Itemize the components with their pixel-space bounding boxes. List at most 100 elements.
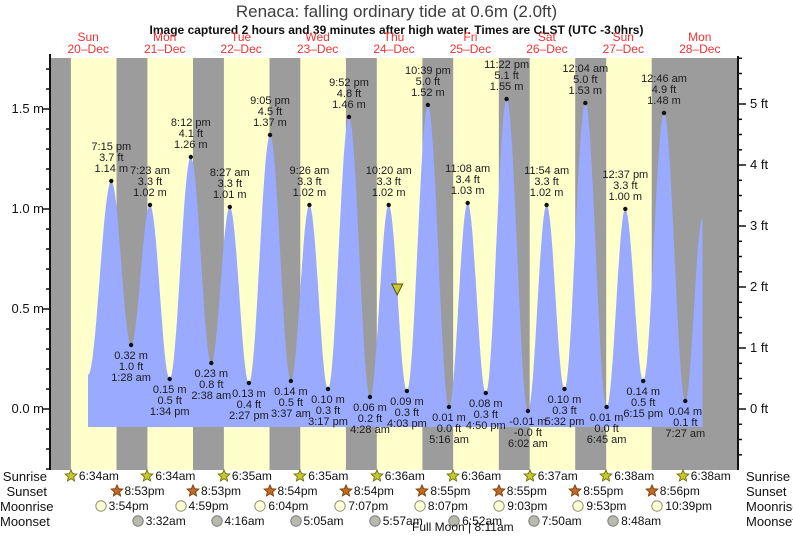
day-label: Sun <box>612 30 634 44</box>
row-label-sunset-left: Sunset <box>6 484 47 499</box>
tide-event-label: 0.04 m 0.1 ft 7:27 am <box>665 406 706 440</box>
tide-event-label: 12:04 am 5.0 ft 1.53 m <box>562 63 609 97</box>
tide-event-label: 11:22 pm 5.1 ft 1.55 m <box>484 59 530 93</box>
sunrise-icon <box>446 469 461 483</box>
y-axis-label-ft: 3 ft <box>750 218 769 233</box>
day-date-label: 21–Dec <box>144 42 186 56</box>
moonrise-icon <box>650 499 665 513</box>
moonrise-icon <box>94 499 109 513</box>
y-axis-label-ft: 2 ft <box>750 279 769 294</box>
moonrise-time: 8:07pm <box>427 499 468 513</box>
tide-event-dot <box>109 178 114 184</box>
tide-event-dot <box>188 154 193 160</box>
sunset-item: 8:55pm <box>491 484 547 498</box>
moonrise-icon <box>333 499 348 513</box>
tide-event-dot <box>661 110 667 116</box>
sunrise-item: 6:35am <box>216 469 272 483</box>
y-axis-label-ft: 5 ft <box>750 96 769 111</box>
moonset-item: 3:32am <box>131 514 186 528</box>
sunrise-item: 6:35am <box>293 469 348 483</box>
sunrise-icon <box>369 469 385 483</box>
sunset-item: 8:53pm <box>109 484 165 498</box>
sunset-item: 8:55pm <box>415 484 470 498</box>
moonset-item: 4:16am <box>210 514 265 528</box>
tide-event-dot <box>641 378 646 384</box>
tide-event-dot <box>483 390 488 396</box>
chart-title: Renaca: falling ordinary tide at 0.6m (2… <box>235 2 558 21</box>
y-axis-label-ft: 4 ft <box>750 157 769 172</box>
tide-event-label: 7:23 am 3.3 ft 1.02 m <box>130 165 170 199</box>
moonrise-item: 6:04pm <box>253 499 308 513</box>
tide-event-label: 0.32 m 1.0 ft 1:28 am <box>111 350 151 384</box>
moonrise-icon <box>571 499 586 513</box>
tide-event-dot <box>604 404 609 410</box>
row-label-moonrise-left: Moonrise <box>0 499 54 514</box>
sunrise-time: 6:36am <box>384 469 425 483</box>
day-date-label: 28–Dec <box>679 42 721 56</box>
tide-event-dot <box>267 132 273 138</box>
sunrise-item: 6:38am <box>599 469 654 483</box>
tide-event-label: 0.06 m 0.2 ft 4:28 am <box>350 402 390 436</box>
sunset-item: 8:53pm <box>186 484 241 498</box>
tide-event-dot <box>288 378 294 384</box>
tide-event-dot <box>446 404 452 410</box>
sunrise-time: 6:37am <box>537 469 578 483</box>
tide-event-label: 9:05 pm 4.5 ft 1.37 m <box>250 95 290 129</box>
moonrise-icon <box>174 499 189 513</box>
day-label: Sat <box>537 30 556 44</box>
day-date-label: 27–Dec <box>602 42 644 56</box>
sunset-item: 8:56pm <box>644 484 700 498</box>
day-label: Thu <box>383 30 405 44</box>
moonset-icon <box>210 514 225 528</box>
day-date-label: 26–Dec <box>526 42 568 56</box>
y-axis-label-m: 0.0 m <box>11 401 44 416</box>
moonset-icon <box>289 514 304 528</box>
sunrise-icon <box>216 469 232 483</box>
moonset-icon <box>527 514 542 528</box>
tide-event-dot <box>465 200 470 206</box>
moonrise-item: 9:03pm <box>492 499 547 513</box>
tide-event-dot <box>425 102 431 108</box>
tide-event-dot <box>346 114 352 120</box>
sunset-icon <box>415 484 430 498</box>
sunrise-icon <box>63 469 79 483</box>
moonset-time: 6:52am <box>462 514 503 528</box>
day-date-label: 20–Dec <box>67 42 109 56</box>
moonset-time: 5:05am <box>303 514 344 528</box>
tide-event-label: 10:20 am 3.3 ft 1.02 m <box>365 165 412 199</box>
moonset-icon <box>368 514 383 528</box>
moonrise-time: 10:39pm <box>665 499 712 513</box>
tide-event-label: 0.14 m 0.5 ft 3:37 am <box>271 386 311 420</box>
tide-event-label: 0.10 m 0.3 ft 3:17 pm <box>308 394 348 428</box>
day-label: Wed <box>305 30 330 44</box>
sunset-item: 8:54pm <box>262 484 318 498</box>
tide-event-label: 0.01 m 0.0 ft 5:16 am <box>429 412 469 446</box>
sunrise-time: 6:35am <box>231 469 272 483</box>
tide-curve <box>88 99 703 427</box>
tide-event-label: 12:37 pm 3.3 ft 1.00 m <box>602 169 649 203</box>
moonrise-item: 8:07pm <box>413 499 468 513</box>
moonset-time: 5:57am <box>382 514 423 528</box>
tide-event-label: 9:52 pm 4.8 ft 1.46 m <box>329 77 369 111</box>
sunset-icon <box>109 484 125 498</box>
day-date-label: 22–Dec <box>220 42 262 56</box>
sunrise-item: 6:36am <box>369 469 425 483</box>
moonset-item: 6:52am <box>447 514 502 528</box>
moonrise-icon <box>253 499 268 513</box>
sunset-time: 8:55pm <box>430 484 471 498</box>
sunrise-icon <box>522 469 538 483</box>
tide-event-label: 8:12 pm 4.1 ft 1.26 m <box>170 117 211 151</box>
tide-event-dot <box>307 202 312 208</box>
moonrise-time: 7:07pm <box>348 499 389 513</box>
y-axis-label-m: 0.5 m <box>11 301 44 316</box>
sunrise-icon <box>293 469 308 483</box>
moonset-icon <box>131 514 146 528</box>
sunset-icon <box>338 484 354 498</box>
chart-subtitle: Image captured 2 hours and 39 minutes af… <box>149 23 644 37</box>
sunset-time: 8:55pm <box>583 484 624 498</box>
tide-event-label: 9:26 am 3.3 ft 1.02 m <box>289 165 330 199</box>
sunset-time: 8:55pm <box>506 484 547 498</box>
sunrise-time: 6:38am <box>614 469 655 483</box>
tide-event-dot <box>246 380 252 386</box>
